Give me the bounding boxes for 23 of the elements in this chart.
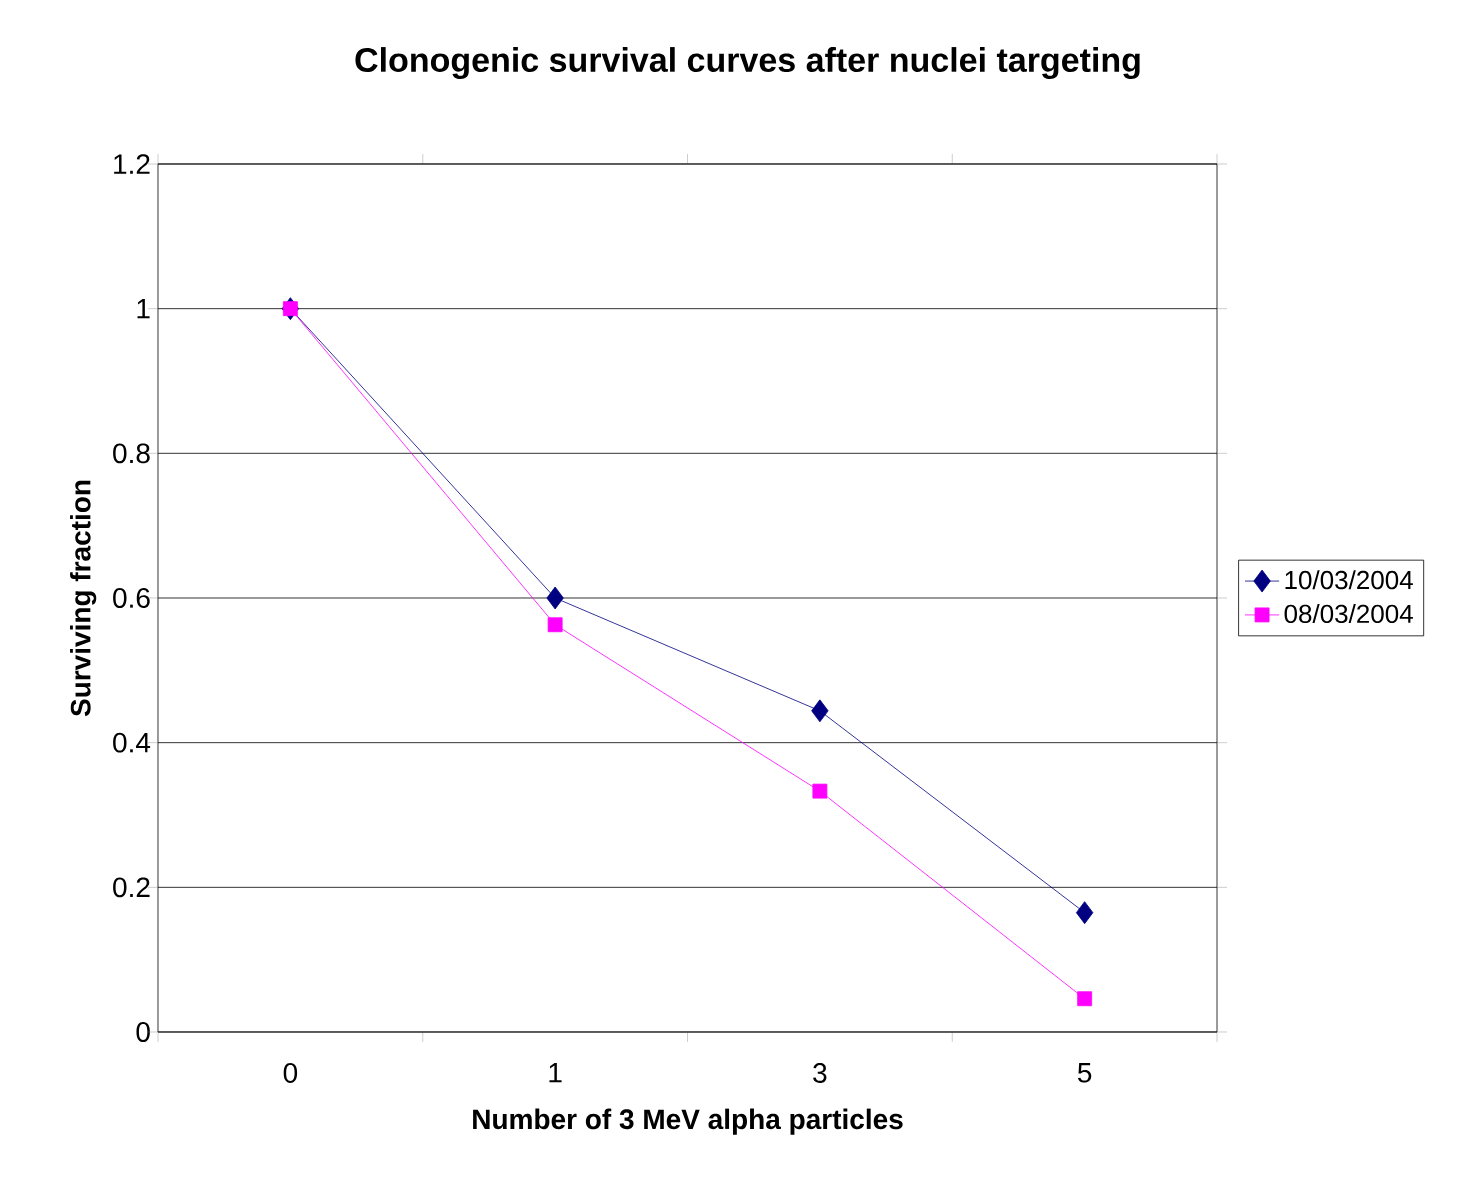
point (547, 617, 563, 633)
y-tick-label: 0.8 (113, 443, 150, 464)
point (546, 586, 564, 610)
x-tick-label: 0 (283, 1063, 298, 1083)
y-tick-label: 0.4 (113, 732, 151, 753)
x-tick-label: 3 (813, 1063, 827, 1083)
x-tick-label: 1 (549, 1063, 562, 1083)
point (1075, 901, 1094, 925)
x-tick-label: 5 (1077, 1063, 1092, 1083)
y-axis-title: Surviving fraction (70, 480, 97, 717)
point (811, 699, 829, 723)
y-tick-label: 0.6 (113, 588, 150, 608)
point (812, 783, 828, 799)
y-tick-label: 0.2 (113, 877, 150, 898)
legend-label: 10/03/2004 (1285, 570, 1413, 590)
y-tick-label: 1 (137, 299, 150, 319)
point (1077, 991, 1093, 1007)
y-tick-label: 1.2 (114, 154, 150, 174)
legend-label: 08/03/2004 (1284, 603, 1413, 624)
x-axis-title: Number of 3 MeV alpha particles (473, 1108, 903, 1135)
chart-title: Clonogenic survival curves after nuclei targeting (355, 47, 1140, 79)
y-tick-label: 0 (136, 1022, 150, 1042)
point (282, 301, 298, 317)
